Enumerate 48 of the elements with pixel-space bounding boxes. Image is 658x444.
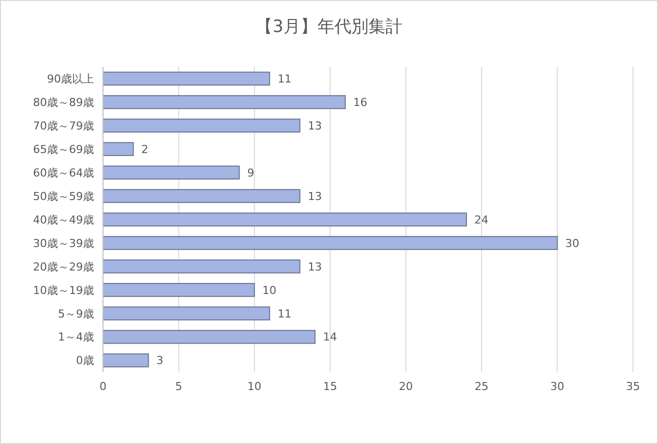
bar	[102, 306, 270, 320]
data-label: 3	[156, 354, 164, 368]
y-tick-label: 90歳以上	[47, 72, 94, 86]
y-tick-label: 10歳～19歳	[33, 284, 94, 297]
y-tick-label: 65歳～69歳	[33, 142, 94, 156]
x-tick-label: 5	[175, 380, 182, 393]
bar	[102, 236, 558, 250]
y-tick-label: 40歳～49歳	[33, 213, 94, 226]
data-label: 16	[353, 96, 368, 109]
data-label: 30	[565, 236, 580, 250]
y-tick-label: 1～4歳	[58, 330, 94, 344]
x-tick-label: 30	[550, 380, 564, 393]
x-tick-label: 25	[474, 380, 489, 393]
data-label: 14	[323, 330, 337, 344]
y-tick-label: 50歳～59歳	[33, 190, 94, 203]
bar	[102, 142, 134, 156]
x-tick-label: 0	[100, 380, 106, 393]
x-tick-label: 10	[247, 380, 262, 393]
y-tick-label: 0歳	[76, 354, 94, 368]
y-tick-label: 5～9歳	[58, 307, 94, 320]
data-label: 13	[308, 260, 322, 274]
bar	[102, 282, 255, 297]
y-tick-label: 70歳～79歳	[33, 119, 94, 132]
data-label: 10	[262, 284, 276, 297]
x-tick-label: 35	[626, 380, 640, 393]
bar	[102, 353, 149, 368]
y-tick-label: 60歳～64歳	[33, 166, 94, 180]
y-tick-label: 20歳～29歳	[33, 260, 94, 274]
data-label: 2	[141, 142, 148, 156]
bar	[102, 212, 467, 226]
data-label: 13	[308, 119, 322, 132]
bar	[102, 330, 316, 344]
data-label: 11	[278, 72, 292, 86]
data-label: 9	[247, 166, 254, 180]
x-tick-label: 15	[323, 380, 338, 393]
bar	[102, 260, 300, 274]
bar	[102, 95, 346, 110]
bar	[102, 118, 300, 133]
chart-title: 【3月】年代別集計	[256, 17, 402, 37]
data-label: 24	[474, 213, 488, 226]
bar	[102, 72, 270, 86]
bar	[102, 166, 240, 180]
y-tick-label: 80歳～89歳	[33, 96, 94, 109]
bar	[102, 189, 300, 203]
x-tick-label: 20	[398, 380, 413, 393]
data-label: 13	[308, 190, 322, 203]
data-label: 11	[278, 307, 292, 320]
y-tick-label: 30歳～39歳	[33, 236, 94, 250]
